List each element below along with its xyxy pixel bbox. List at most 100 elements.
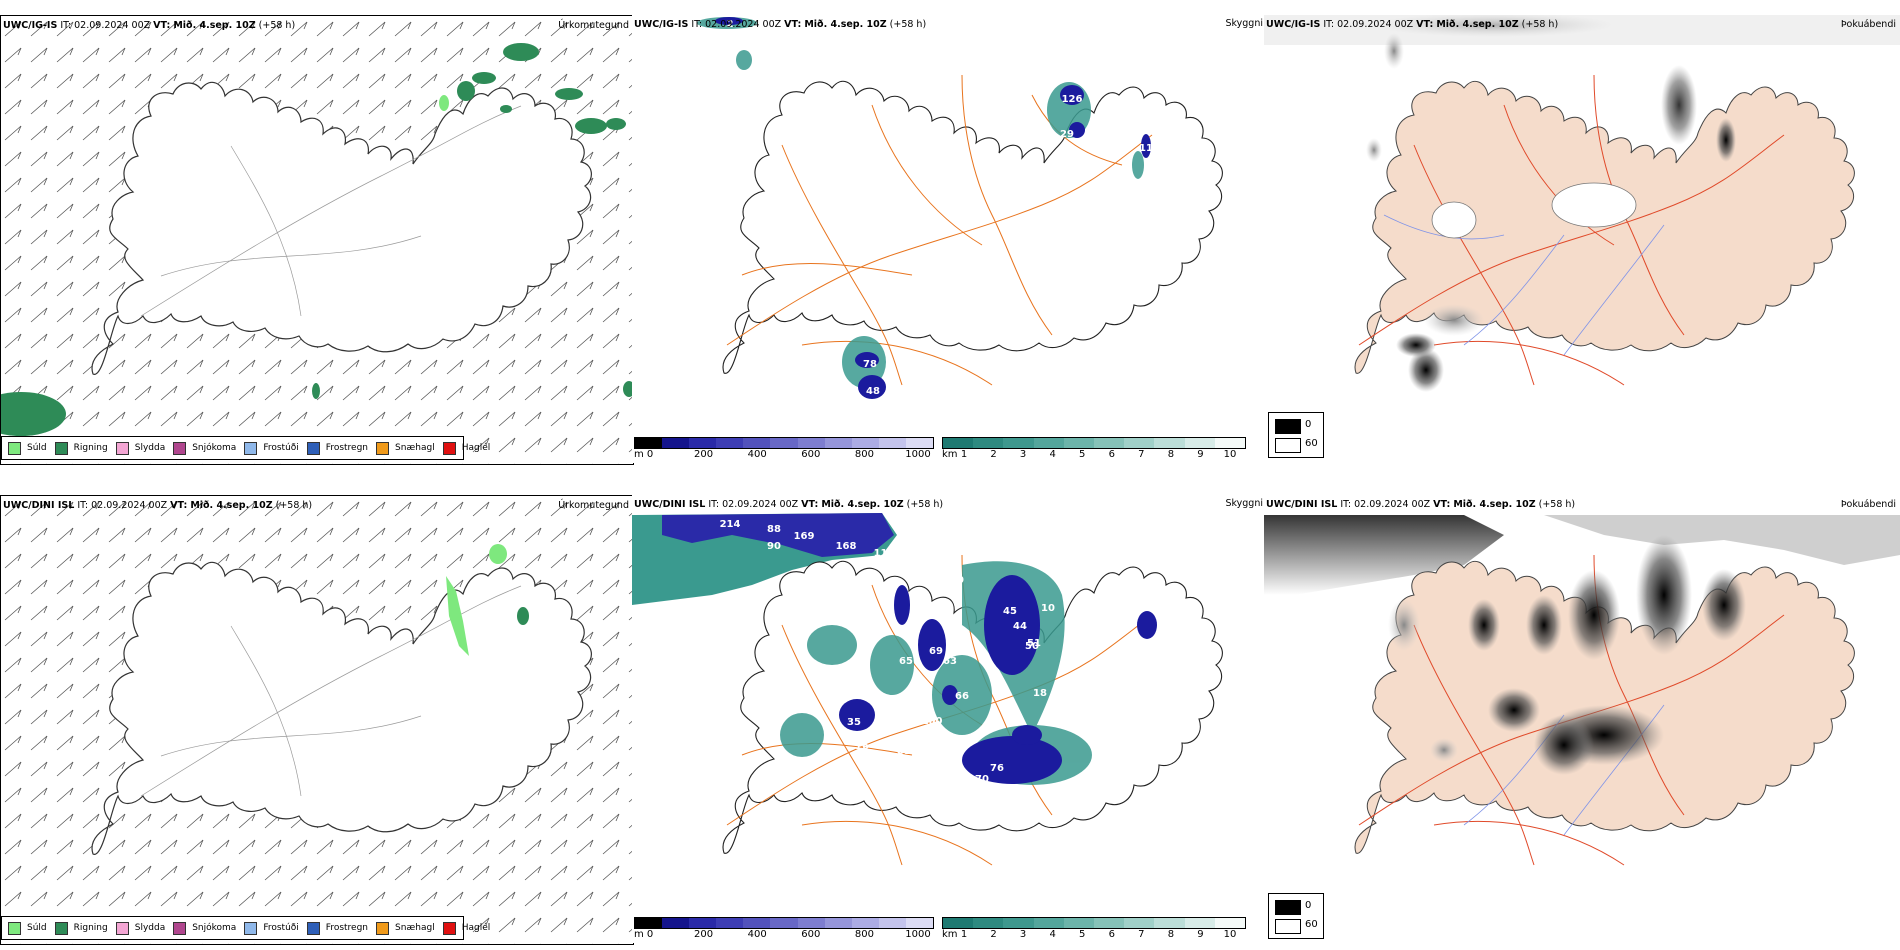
colorbar-tick: 1: [960, 929, 968, 940]
visibility-ticks-top: 1 2 3 4 5 6 7 8 9 10: [942, 449, 1244, 461]
legend-swatch: [244, 441, 258, 455]
it-label: IT:: [1340, 499, 1352, 510]
legend-label: Súld: [27, 443, 47, 453]
fog-swatch-0: [1275, 900, 1301, 915]
colorbar-segment: [635, 438, 663, 448]
fog-legend-top: 0 60: [1268, 412, 1324, 458]
it-value: 02.09.2024 00Z: [91, 500, 168, 511]
precip-panel-bottom: UWC/DINI ISL IT: 02.09.2024 00Z VT: Mið.…: [0, 495, 634, 945]
legend-item: Rigning: [54, 441, 108, 455]
legend-swatch: [173, 441, 187, 455]
it-label: IT:: [691, 19, 703, 30]
colorbar-segment: [797, 918, 825, 928]
legend-swatch: [306, 441, 320, 455]
lead-time: (+58 h): [889, 19, 927, 30]
vt-label: VT:: [170, 500, 188, 511]
colorbar-segment: [1184, 918, 1215, 928]
cloud-base-ticks-top: 0 200 400 600 800 1000: [634, 449, 932, 461]
fog-legend-label: 0: [1305, 419, 1312, 430]
colorbar-tick: 9: [1197, 449, 1204, 460]
cloud-base-value: 65: [899, 656, 913, 667]
legend-item: Snjókoma: [173, 921, 237, 935]
colorbar-tick: 800: [854, 449, 874, 460]
legend-label: Snæhagl: [395, 923, 435, 933]
legend-label: Rigning: [73, 923, 108, 933]
fog-swatch-60: [1275, 438, 1301, 453]
lead-time: (+58 h): [275, 500, 313, 511]
it-value: 02.09.2024 00Z: [705, 19, 782, 30]
cloud-base-ticks-bottom: 0 200 400 600 800 1000: [634, 929, 932, 941]
colorbar-tick: 6: [1108, 929, 1115, 940]
it-label: IT:: [60, 20, 72, 31]
cloud-base-value: 90: [767, 541, 781, 552]
colorbar-segment: [1063, 918, 1095, 928]
visibility-unit-bottom: km: [942, 929, 958, 940]
legend-swatch: [244, 921, 258, 935]
legend-swatch: [173, 921, 187, 935]
legend-label: Snjókoma: [192, 443, 237, 453]
colorbar-segment: [743, 438, 771, 448]
legend-swatch: [8, 441, 21, 455]
colorbar-segment: [662, 438, 690, 448]
fog-legend-label: 60: [1305, 438, 1318, 449]
fog-panel-bottom: UWC/DINI ISL IT: 02.09.2024 00Z VT: Mið.…: [1264, 495, 1900, 943]
colorbar-tick: 200: [694, 449, 714, 460]
cloud-base-value: 100: [922, 716, 943, 727]
precip-corner-title-bottom: Úrkomutegund: [558, 500, 629, 511]
colorbar-tick: 1: [960, 449, 968, 460]
colorbar-tick: 1000: [905, 449, 931, 460]
cloud-base-unit-bottom: m: [634, 929, 644, 940]
colorbar-tick: 200: [694, 929, 714, 940]
cloud-base-colorbar-bottom: [634, 917, 934, 929]
legend-swatch: [8, 921, 21, 935]
legend-swatch: [306, 921, 320, 935]
fog-corner-title-top: Þokuábendi: [1840, 19, 1896, 30]
legend-item: Slydda: [115, 921, 166, 935]
colorbar-segment: [851, 438, 879, 448]
legend-label: Frostregn: [325, 923, 369, 933]
colorbar-segment: [1124, 438, 1155, 448]
colorbar-tick: 600: [801, 449, 821, 460]
cloud-base-value: 214: [720, 519, 741, 530]
fog-header-top: UWC/IG-IS IT: 02.09.2024 00Z VT: Mið. 4.…: [1266, 19, 1558, 30]
cloud-corner-title-top: Skyggni: [1225, 18, 1263, 29]
cloud-base-value: 11: [1139, 143, 1153, 154]
cloud-base-value: 76: [990, 763, 1004, 774]
precip-corner-title-top: Úrkomutegund: [558, 20, 629, 31]
colorbar-tick: 4: [1049, 449, 1056, 460]
legend-swatch: [115, 441, 129, 455]
colorbar-segment: [635, 918, 663, 928]
colorbar-tick: 0: [646, 449, 654, 460]
precip-legend-top: Súld Rigning Slydda Snjókoma Frostúði Frostre…: [1, 436, 490, 460]
colorbar-segment: [689, 438, 717, 448]
it-value: 02.09.2024 00Z: [1337, 19, 1414, 30]
cloud-base-value: 78: [863, 359, 877, 370]
fog-swatch-0: [1275, 419, 1301, 434]
vt-value: Mið. 4.sep. 10Z: [1436, 19, 1519, 30]
model-name: UWC/DINI ISL: [3, 500, 75, 511]
cloud-base-value: 70: [975, 774, 989, 785]
visibility-colorbar-bottom: [942, 917, 1246, 929]
legend-label: Snjókoma: [192, 923, 237, 933]
cloud-base-colorbar-top: [634, 437, 934, 449]
fog-map-bottom: [1264, 515, 1900, 866]
model-name: UWC/IG-IS: [1266, 19, 1321, 30]
cloud-base-value: 63: [943, 656, 957, 667]
colorbar-segment: [743, 918, 771, 928]
legend-swatch: [442, 921, 456, 935]
colorbar-tick: 7: [1138, 449, 1145, 460]
vt-value: Mið. 4.sep. 10Z: [173, 20, 256, 31]
colorbar-tick: 400: [747, 929, 767, 940]
legend-item: Slydda: [115, 441, 165, 455]
cloud-base-value: 16: [855, 741, 869, 752]
colorbar-tick: 7: [1138, 929, 1145, 940]
vt-value: Mið. 4.sep. 10Z: [1453, 499, 1536, 510]
legend-item: Frostregn: [306, 921, 369, 935]
cloud-base-value: 35: [847, 717, 861, 728]
cloud-base-unit-top: m: [634, 449, 644, 460]
precip-header-bottom: UWC/DINI ISL IT: 02.09.2024 00Z VT: Mið.…: [3, 500, 312, 511]
colorbar-tick: 10: [1223, 449, 1237, 460]
legend-label: Slydda: [134, 923, 166, 933]
legend-item: Frostúði: [244, 441, 299, 455]
